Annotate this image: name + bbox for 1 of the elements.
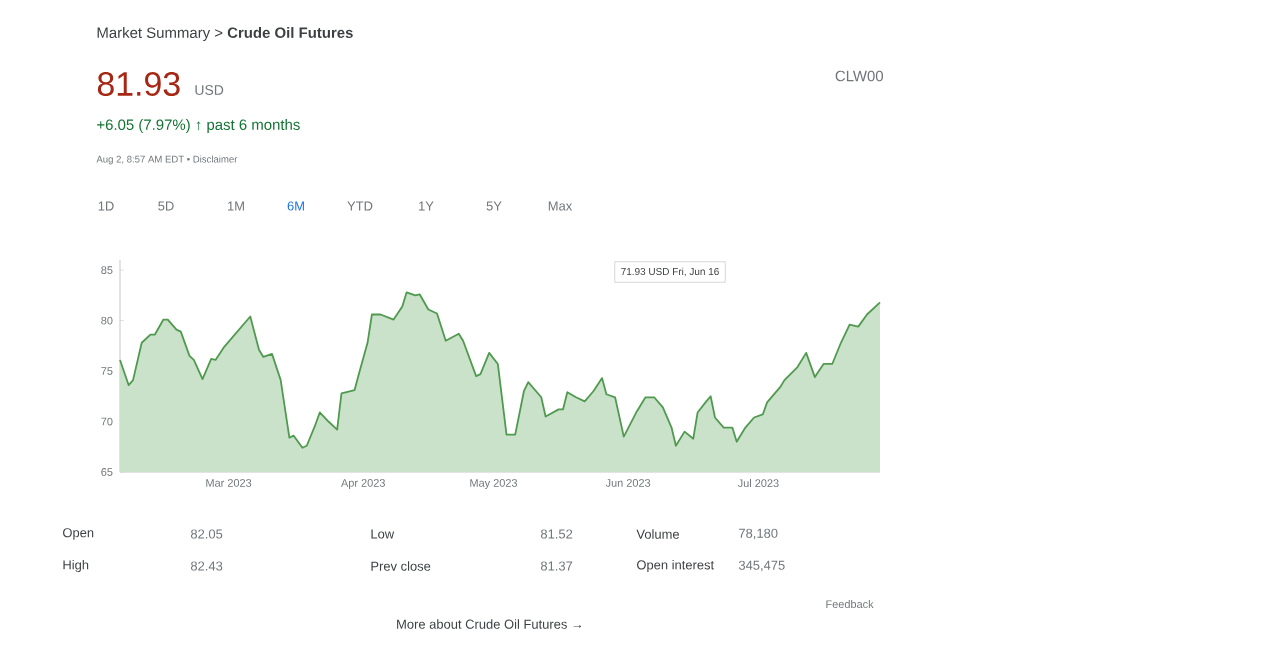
text: 81.93 xyxy=(97,72,180,96)
